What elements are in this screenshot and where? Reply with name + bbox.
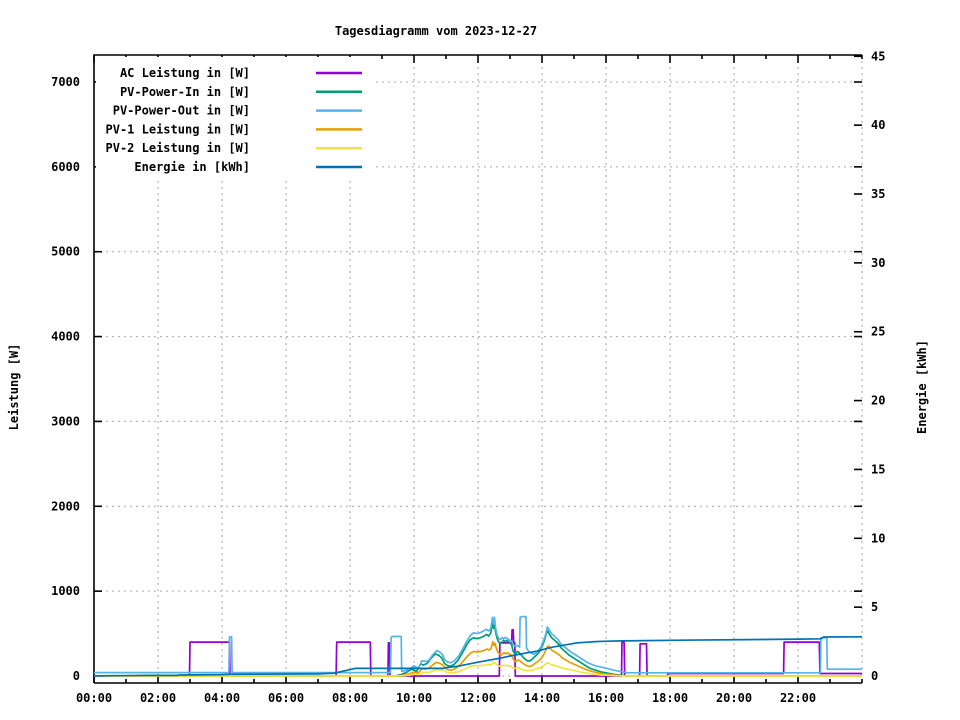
- legend-background: [96, 57, 372, 179]
- y-right-tick-label: 15: [871, 462, 885, 476]
- x-tick-label: 10:00: [396, 691, 432, 705]
- series-line-ac-leistung-in-w: [94, 628, 862, 677]
- y-right-tick-label: 30: [871, 256, 885, 270]
- y-left-axis-label: Leistung [W]: [7, 343, 21, 431]
- x-tick-label: 08:00: [332, 691, 368, 705]
- series-line-pv-power-out-in-w: [94, 615, 862, 674]
- x-tick-label: 04:00: [204, 691, 240, 705]
- x-tick-label: 18:00: [652, 691, 688, 705]
- x-tick-label: 16:00: [588, 691, 624, 705]
- series-line-pv-1-leistung-in-w: [94, 640, 862, 677]
- series-line-pv-power-in-in-w: [94, 621, 862, 677]
- y-left-tick-label: 3000: [51, 414, 80, 428]
- x-tick-label: 02:00: [140, 691, 176, 705]
- series-lines: [93, 615, 863, 677]
- legend-label-energie-in-kwh: Energie in [kWh]: [134, 160, 250, 174]
- y-right-axis-label: Energie [kWh]: [915, 340, 929, 434]
- x-tick-label: 14:00: [524, 691, 560, 705]
- y-left-tick-label: 1000: [51, 584, 80, 598]
- chart-title: Tagesdiagramm vom 2023-12-27: [334, 24, 538, 38]
- y-left-tick-label: 2000: [51, 499, 80, 513]
- y-right-tick-label: 10: [871, 531, 885, 545]
- y-left-tick-label: 4000: [51, 330, 80, 344]
- y-right-tick-label: 35: [871, 187, 885, 201]
- y-left-tick-label: 6000: [51, 160, 80, 174]
- legend-label-pv-power-out-in-w: PV-Power-Out in [W]: [113, 104, 250, 118]
- legend-label-pv-power-in-in-w: PV-Power-In in [W]: [120, 85, 250, 99]
- legend-label-pv-1-leistung-in-w: PV-1 Leistung in [W]: [106, 122, 251, 136]
- y-right-tick-label: 5: [871, 600, 878, 614]
- y-right-tick-label: 0: [871, 669, 878, 683]
- y-left-tick-label: 7000: [51, 75, 80, 89]
- x-tick-label: 12:00: [460, 691, 496, 705]
- legend: AC Leistung in [W] PV-Power-In in [W] PV-P…: [96, 57, 372, 179]
- axis-tick-labels: 00:00 02:00 04:00 06:00 08:00 10:00 12:00 14:00…: [51, 49, 885, 705]
- y-right-tick-label: 20: [871, 394, 885, 408]
- x-tick-label: 06:00: [268, 691, 304, 705]
- y-left-tick-label: 5000: [51, 245, 80, 259]
- legend-label-ac-leistung-in-w: AC Leistung in [W]: [120, 66, 250, 80]
- x-tick-label: 22:00: [780, 691, 816, 705]
- legend-label-pv-2-leistung-in-w: PV-2 Leistung in [W]: [106, 141, 251, 155]
- y-right-tick-label: 25: [871, 325, 885, 339]
- y-right-tick-label: 45: [871, 49, 885, 63]
- y-right-tick-label: 40: [871, 118, 885, 132]
- x-tick-label: 20:00: [716, 691, 752, 705]
- series-line-pv-2-leistung-in-w: [94, 661, 862, 677]
- y-left-tick-label: 0: [73, 669, 80, 683]
- series-line-energie-in-kwh: [93, 635, 863, 677]
- x-tick-label: 00:00: [76, 691, 112, 705]
